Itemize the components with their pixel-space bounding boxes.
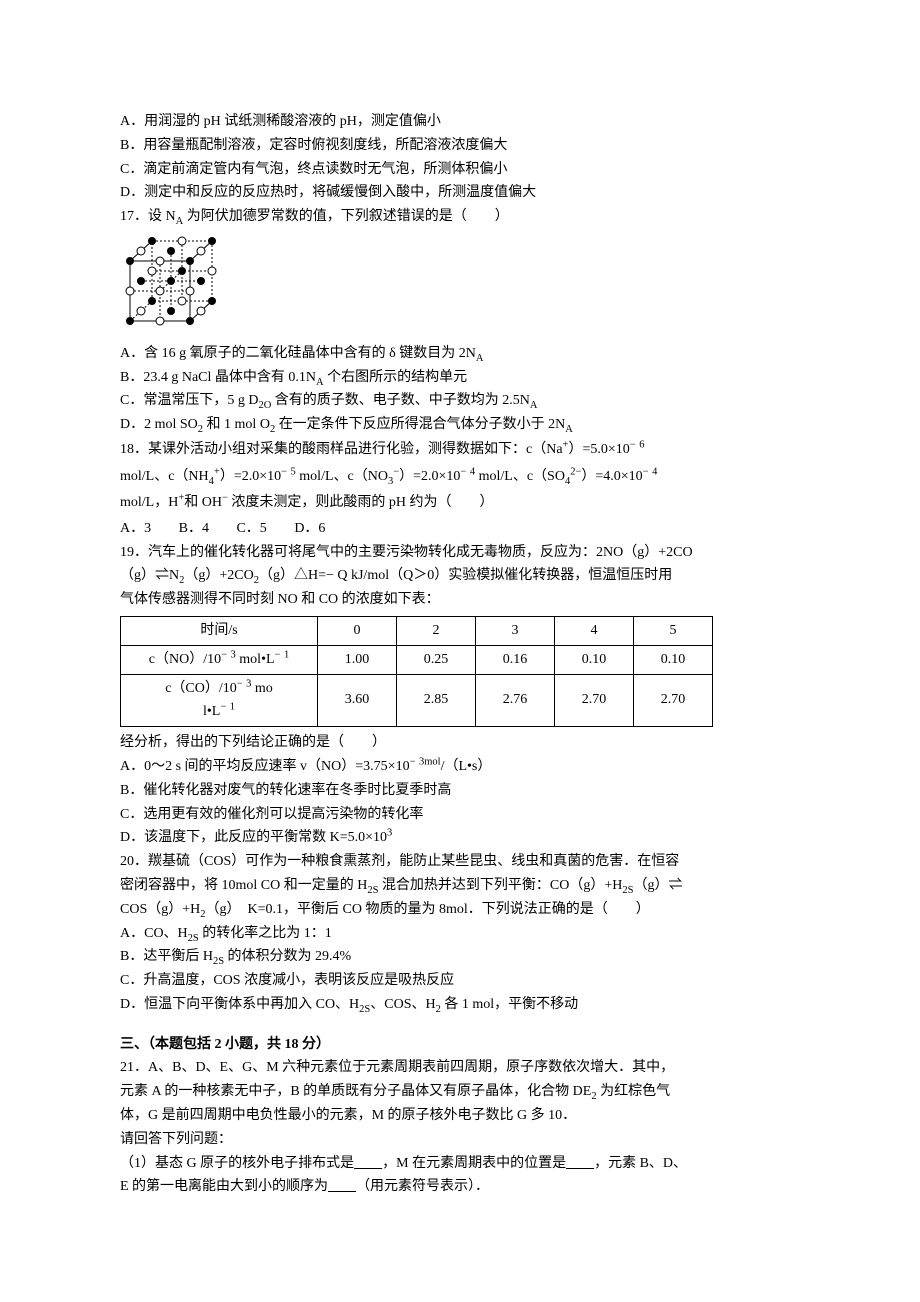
- q20-option-a: A．CO、H2S 的转化率之比为 1：1: [120, 922, 800, 946]
- q19-after: 经分析，得出的下列结论正确的是（ ）: [120, 731, 800, 755]
- table-header-0: 0: [318, 616, 397, 645]
- section3-title: 三、（本题包括 2 小题，共 18 分）: [120, 1033, 800, 1057]
- q19-stem-line1: 19．汽车上的催化转化器可将尾气中的主要污染物转化成无毒物质，反应为：2NO（g…: [120, 541, 800, 565]
- q19-option-b: B．催化转化器对废气的转化速率在冬季时比夏季时高: [120, 779, 800, 803]
- q16-option-a: A．用润湿的 pH 试纸测稀酸溶液的 pH，测定值偏小: [120, 110, 800, 134]
- table-header-5: 5: [634, 616, 713, 645]
- q20-option-d: D．恒温下向平衡体系中再加入 CO、H2S、COS、H2 各 1 mol，平衡不…: [120, 993, 800, 1017]
- table-header-2: 2: [397, 616, 476, 645]
- q20-stem-line3: COS（g）+H2（g） K=0.1，平衡后 CO 物质的量为 8mol．下列说…: [120, 898, 800, 922]
- table-header-4: 4: [555, 616, 634, 645]
- q18-stem-line1: 18．某课外活动小组对采集的酸雨样品进行化验，测得数据如下：c（Na+）=5.0…: [120, 437, 800, 464]
- table-row: c（NO）/10− 3 mol•L− 1 1.00 0.25 0.16 0.10…: [121, 645, 713, 674]
- q19-option-d: D．该温度下，此反应的平衡常数 K=5.0×103: [120, 826, 800, 850]
- q19-stem-line3: 气体传感器测得不同时刻 NO 和 CO 的浓度如下表：: [120, 588, 800, 612]
- q18-option-d: D．6: [294, 517, 325, 541]
- q19-option-c: C．选用更有效的催化剂可以提高污染物的转化率: [120, 803, 800, 827]
- q21-line1: 21．A、B、D、E、G、M 六种元素位于元素周期表前四周期，原子序数依次增大．…: [120, 1056, 800, 1080]
- q19-option-a: A．0～2 s 间的平均反应速率 v（NO）=3.75×10− 3mol/（L•…: [120, 755, 800, 779]
- q20-option-c: C．升高温度，COS 浓度减小，表明该反应是吸热反应: [120, 969, 800, 993]
- table-rowhead-co: c（CO）/10− 3 mo l•L− 1: [121, 674, 318, 727]
- q17-stem: 17．设 NA 为阿伏加德罗常数的值，下列叙述错误的是（ ）: [120, 205, 800, 229]
- q17-option-b: B．23.4 g NaCl 晶体中含有 0.1NA 个右图所示的结构单元: [120, 366, 800, 390]
- q17-option-c: C．常温常压下，5 g D2O 含有的质子数、电子数、中子数均为 2.5NA: [120, 389, 800, 413]
- q21-line5b: E 的第一电离能由大到小的顺序为 （用元素符号表示）．: [120, 1175, 800, 1199]
- exam-page: A．用润湿的 pH 试纸测稀酸溶液的 pH，测定值偏小 B．用容量瓶配制溶液，定…: [0, 0, 920, 1299]
- table-header-3: 3: [476, 616, 555, 645]
- table-cell: 0.25: [397, 645, 476, 674]
- q17-option-d: D．2 mol SO2 和 1 mol O2 在一定条件下反应所得混合气体分子数…: [120, 413, 800, 437]
- q21-line2: 元素 A 的一种核素无中子，B 的单质既有分子晶体又有原子晶体，化合物 DE2 …: [120, 1080, 800, 1104]
- q21-line4: 请回答下列问题：: [120, 1128, 800, 1152]
- table-rowhead-co-line1: c（CO）/10− 3 mo: [165, 681, 273, 696]
- q18-stem-line3: mol/L，H+和 OH− 浓度未测定，则此酸雨的 pH 约为（ ）: [120, 490, 800, 517]
- table-cell: 2.70: [634, 674, 713, 727]
- table-cell: 0.10: [555, 645, 634, 674]
- q16-option-c: C．滴定前滴定管内有气泡，终点读数时无气泡，所测体积偏小: [120, 158, 800, 182]
- table-cell: 0.10: [634, 645, 713, 674]
- q18-option-b: B．4: [179, 517, 209, 541]
- table-cell: 1.00: [318, 645, 397, 674]
- q16-option-b: B．用容量瓶配制溶液，定容时俯视刻度线，所配溶液浓度偏大: [120, 134, 800, 158]
- q18-options: A．3 B．4 C．5 D．6: [120, 517, 800, 541]
- q17-option-a: A．含 16 g 氧原子的二氧化硅晶体中含有的 δ 键数目为 2NA: [120, 342, 800, 366]
- table-rowhead-no: c（NO）/10− 3 mol•L− 1: [121, 645, 318, 674]
- q19-data-table: 时间/s 0 2 3 4 5 c（NO）/10− 3 mol•L− 1 1.00…: [120, 616, 713, 727]
- q18-stem-line2: mol/L、c（NH4+）=2.0×10− 5 mol/L、c（NO3−）=2.…: [120, 464, 800, 491]
- table-cell: 3.60: [318, 674, 397, 727]
- q21-line3: 体，G 是前四周期中电负性最小的元素，M 的原子核外电子数比 G 多 10．: [120, 1104, 800, 1128]
- table-cell: 2.70: [555, 674, 634, 727]
- q20-option-b: B．达平衡后 H2S 的体积分数为 29.4%: [120, 945, 800, 969]
- table-cell: 0.16: [476, 645, 555, 674]
- table-row: 时间/s 0 2 3 4 5: [121, 616, 713, 645]
- table-rowhead-co-line2: l•L− 1: [203, 704, 235, 719]
- q20-stem-line1: 20．羰基硫（COS）可作为一种粮食熏蒸剂，能防止某些昆虫、线虫和真菌的危害．在…: [120, 850, 800, 874]
- table-row: c（CO）/10− 3 mo l•L− 1 3.60 2.85 2.76 2.7…: [121, 674, 713, 727]
- q17-crystal-diagram: [120, 235, 800, 336]
- q21-line5a: （1）基态 G 原子的核外电子排布式是 ，M 在元素周期表中的位置是 ，元素 B…: [120, 1152, 800, 1176]
- q19-stem-line2: （g）⇌N2（g）+2CO2（g）△H=− Q kJ/mol（Q＞0）实验模拟催…: [120, 564, 800, 588]
- table-cell: 2.85: [397, 674, 476, 727]
- q20-stem-line2: 密闭容器中，将 10mol CO 和一定量的 H2S 混合加热并达到下列平衡：C…: [120, 874, 800, 898]
- table-cell: 2.76: [476, 674, 555, 727]
- q18-option-a: A．3: [120, 517, 151, 541]
- q18-option-c: C．5: [236, 517, 266, 541]
- q16-option-d: D．测定中和反应的反应热时，将碱缓慢倒入酸中，所测温度值偏大: [120, 181, 800, 205]
- table-header-time: 时间/s: [121, 616, 318, 645]
